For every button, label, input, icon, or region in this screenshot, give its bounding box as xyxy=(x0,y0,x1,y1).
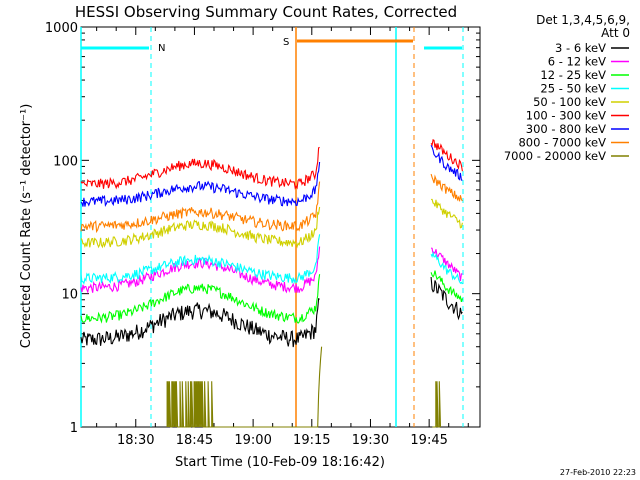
legend-label: 100 - 300 keV xyxy=(526,109,606,123)
series-line-5-post-gap xyxy=(430,138,463,172)
y-axis-label: Corrected Count Rate (s⁻¹ detector⁻¹) xyxy=(19,104,34,349)
series-line-6-pre-gap xyxy=(80,161,321,208)
legend-label: 300 - 800 keV xyxy=(526,122,606,136)
series-line-6-post-gap xyxy=(430,145,463,181)
x-tick-label: 19:00 xyxy=(234,433,271,448)
series-line-8-post-gap xyxy=(432,381,442,428)
x-tick-label: 18:30 xyxy=(117,433,154,448)
x-axis-label: Start Time (10-Feb-09 18:16:42) xyxy=(175,455,385,470)
legend-label: 3 - 6 keV xyxy=(555,41,606,55)
legend-label: 25 - 50 keV xyxy=(540,82,606,96)
series-line-0-post-gap xyxy=(430,276,463,321)
legend-label: 50 - 100 keV xyxy=(533,95,606,109)
series-line-7-post-gap xyxy=(430,173,463,202)
legend-header-line2: Att 0 xyxy=(601,26,630,40)
axis-ticks: 18:30 18:45 19:00 19:15 19:30 19:45 1 10 100 1000 xyxy=(45,21,480,448)
footer-timestamp: 27-Feb-2010 22:23 xyxy=(560,468,636,477)
series-line-0-pre-gap xyxy=(80,298,320,348)
legend-label: 800 - 7000 keV xyxy=(518,136,606,150)
chart-title: HESSI Observing Summary Count Rates, Cor… xyxy=(75,3,457,21)
series-line-8-pre-gap xyxy=(166,346,323,428)
night-flag-label: N xyxy=(158,43,165,54)
x-tick-label: 18:45 xyxy=(176,433,213,448)
plot-frame xyxy=(80,26,481,428)
series-line-4-pre-gap xyxy=(80,206,321,249)
series-group xyxy=(80,138,463,428)
legend-header-line1: Det 1,3,4,5,6,9, xyxy=(536,13,630,27)
series-line-1-pre-gap xyxy=(80,246,321,294)
x-tick-label: 19:30 xyxy=(352,433,389,448)
x-tick-label: 19:15 xyxy=(293,433,330,448)
series-line-1-post-gap xyxy=(430,247,463,281)
legend-label: 6 - 12 keV xyxy=(548,55,606,69)
legend-label: 12 - 25 keV xyxy=(540,68,606,82)
series-line-5-pre-gap xyxy=(80,146,320,190)
series-line-2-post-gap xyxy=(430,270,463,303)
legend-label: 7000 - 20000 keV xyxy=(504,149,606,163)
saa-flag-label: S xyxy=(283,37,289,48)
series-line-2-pre-gap xyxy=(80,274,321,324)
y-tick-label: 1000 xyxy=(45,21,78,36)
x-tick-label: 19:45 xyxy=(410,433,447,448)
series-line-3-post-gap xyxy=(430,251,463,285)
y-tick-label: 1 xyxy=(70,421,78,436)
y-tick-label: 10 xyxy=(61,288,78,303)
series-line-4-post-gap xyxy=(431,198,463,229)
series-line-3-pre-gap xyxy=(80,234,321,285)
series-line-7-pre-gap xyxy=(80,181,321,234)
y-tick-label: 100 xyxy=(53,154,78,169)
